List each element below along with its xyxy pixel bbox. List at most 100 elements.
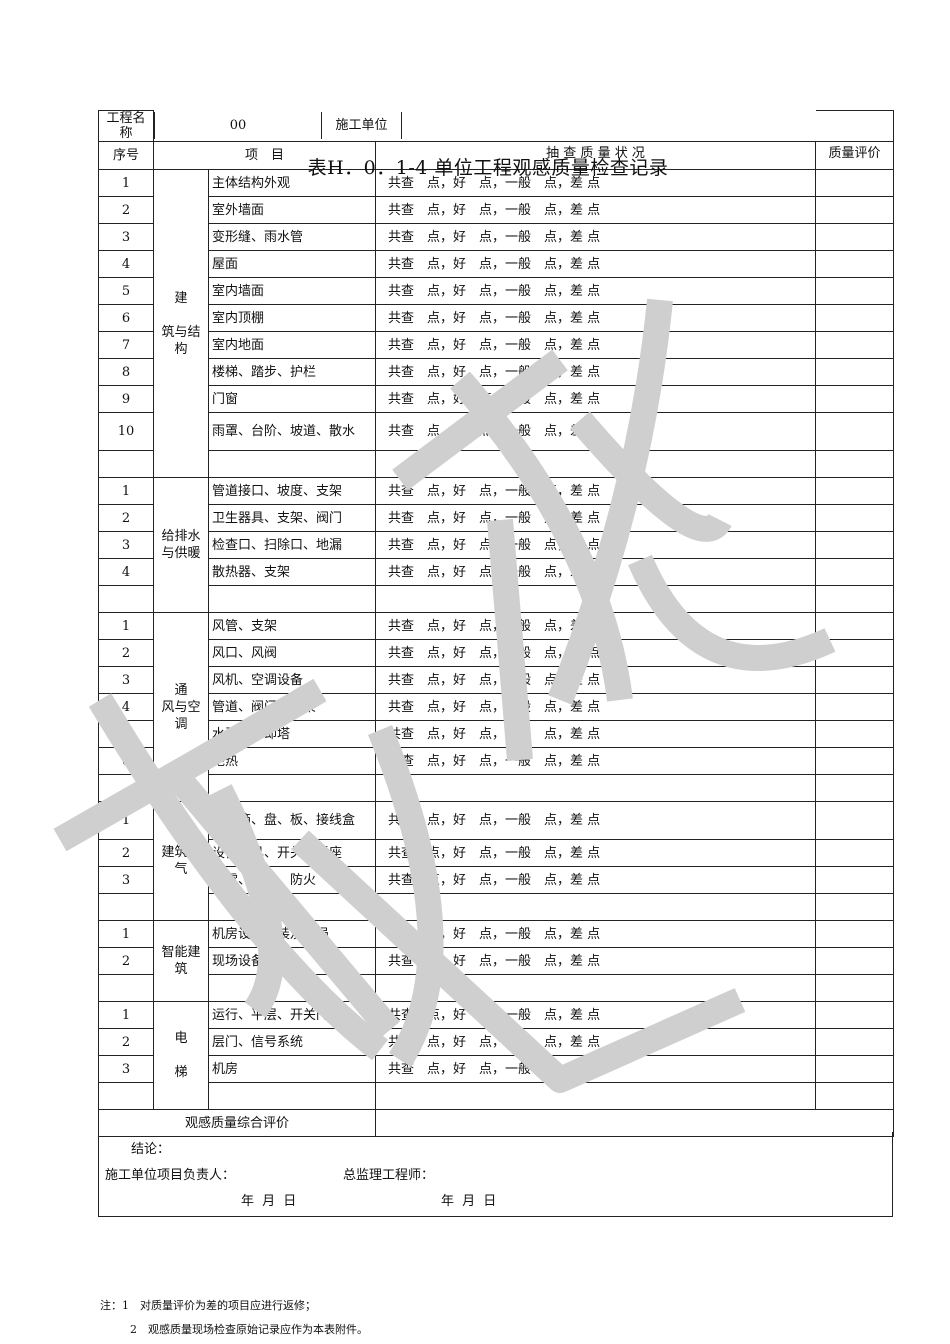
check-status: 共查 点，好 点，一般 点，差 点 <box>374 1055 817 1083</box>
quality-eval <box>815 531 895 559</box>
row-no: 5 <box>98 720 154 748</box>
date-supervisor: 年 月 日 <box>441 1194 497 1209</box>
table-row: 3 机房 共查 点，好 点，一般 点，差 点 <box>98 1055 895 1083</box>
item-name: 运行、平层、开关门 <box>208 1001 376 1029</box>
check-status: 共查 点，好 点，一般 点，差 点 <box>374 720 817 748</box>
quality-eval <box>815 477 895 505</box>
quality-eval <box>815 839 895 867</box>
col-no: 序号 <box>98 141 154 170</box>
contractor-value <box>401 112 816 140</box>
check-status: 共查 点，好 点，一般 点，差 点 <box>374 558 817 586</box>
item-name: 散热器、支架 <box>208 558 376 586</box>
row-no: 4 <box>98 693 154 721</box>
check-status: 共查 点，好 点，一般 点，差 点 <box>374 531 817 559</box>
item-name: 配电箱、盘、板、接线盒 <box>208 801 376 840</box>
quality-eval <box>815 304 895 332</box>
item-name: 楼梯、踏步、护栏 <box>208 358 376 386</box>
col-eval: 质量评价 <box>815 141 895 170</box>
item-name: 室内地面 <box>208 331 376 359</box>
check-status: 共查 点，好 点，一般 点，差 点 <box>374 304 817 332</box>
check-status: 共查 点，好 点，一般 点，差 点 <box>374 250 817 278</box>
check-status: 共查 点，好 点，一般 点，差 点 <box>374 331 817 359</box>
row-no: 4 <box>98 250 154 278</box>
quality-eval <box>815 1028 895 1056</box>
item-name: 层门、信号系统 <box>208 1028 376 1056</box>
check-status: 共查 点，好 点，一般 点，差 点 <box>374 358 817 386</box>
row-no: 7 <box>98 331 154 359</box>
row-no: 2 <box>98 947 154 975</box>
item-name: 室内墙面 <box>208 277 376 305</box>
item-name: 室内顶棚 <box>208 304 376 332</box>
row-no: 5 <box>98 277 154 305</box>
quality-eval <box>815 747 895 775</box>
page-title: 表H．0．1-4 单位工程观感质量检查记录 <box>307 157 669 179</box>
check-status: 共查 点，好 点，一般 点，差 点 <box>374 947 817 975</box>
row-no: 3 <box>98 1055 154 1083</box>
conclusion-box: 结论： 施工单位项目负责人： 总监理工程师： 年 月 日 年 月 日 <box>98 1132 893 1217</box>
row-no: 2 <box>98 839 154 867</box>
category-label: 建筑电气 <box>153 801 209 921</box>
check-status: 共查 点，好 点，一般 点，差 点 <box>374 385 817 413</box>
row-no: 1 <box>98 1001 154 1029</box>
row-no: 1 <box>98 920 154 948</box>
blank-row <box>98 774 895 802</box>
row-no: 2 <box>98 196 154 224</box>
project-name-label: 工程名称 <box>98 110 154 142</box>
table-row: 2 卫生器具、支架、阀门 共查 点，好 点，一般 点，差 点 <box>98 504 895 532</box>
item-name: 机房设备安装及布局 <box>208 920 376 948</box>
contractor-label: 施工单位 <box>321 112 401 140</box>
row-no: 3 <box>98 223 154 251</box>
item-name: 风管、支架 <box>208 612 376 640</box>
row-no: 8 <box>98 358 154 386</box>
item-name: 检查口、扫除口、地漏 <box>208 531 376 559</box>
blank-row <box>98 585 895 613</box>
quality-eval <box>815 947 895 975</box>
note-2: 2 观感质量现场检查原始记录应作为本表附件。 <box>130 1323 368 1336</box>
table-row: 3 防雷、接地、防火 共查 点，好 点，一般 点，差 点 <box>98 866 895 894</box>
row-no: 6 <box>98 747 154 775</box>
item-name: 水泵、冷却塔 <box>208 720 376 748</box>
row-no: 2 <box>98 1028 154 1056</box>
check-status: 共查 点，好 点，一般 点，差 点 <box>374 612 817 640</box>
table-row: 1 建筑电气 配电箱、盘、板、接线盒 共查 点，好 点，一般 点，差 点 <box>98 801 895 921</box>
row-no: 3 <box>98 666 154 694</box>
chief-supervisor-label: 总监理工程师： <box>343 1168 435 1183</box>
table-row: 9 门窗 共查 点，好 点，一般 点，差 点 <box>98 385 895 413</box>
check-status: 共查 点，好 点，一般 点，差 点 <box>374 223 817 251</box>
item-name: 绝热 <box>208 747 376 775</box>
quality-eval <box>815 504 895 532</box>
table-row: 6 室内顶棚 共查 点，好 点，一般 点，差 点 <box>98 304 895 332</box>
table-row: 3 变形缝、雨水管 共查 点，好 点，一般 点，差 点 <box>98 223 895 251</box>
table-row: 3 检查口、扫除口、地漏 共查 点，好 点，一般 点，差 点 <box>98 531 895 559</box>
quality-eval <box>815 385 895 413</box>
check-status: 共查 点，好 点，一般 点，差 点 <box>374 666 817 694</box>
check-status: 共查 点，好 点，一般 点，差 点 <box>374 412 817 451</box>
quality-eval <box>815 358 895 386</box>
check-status: 共查 点，好 点，一般 点，差 点 <box>374 747 817 775</box>
item-name: 现场设备安装 <box>208 947 376 975</box>
item-name: 卫生器具、支架、阀门 <box>208 504 376 532</box>
col-item: 项 目 <box>153 141 376 170</box>
check-status: 共查 点，好 点，一般 点，差 点 <box>374 477 817 505</box>
quality-eval <box>815 1001 895 1029</box>
row-no: 1 <box>98 477 154 505</box>
item-name: 设备器具、开关、插座 <box>208 839 376 867</box>
quality-eval <box>815 223 895 251</box>
table-row: 5 室内墙面 共查 点，好 点，一般 点，差 点 <box>98 277 895 305</box>
blank-row <box>98 450 895 478</box>
quality-eval <box>815 558 895 586</box>
quality-eval <box>815 920 895 948</box>
item-name: 机房 <box>208 1055 376 1083</box>
quality-eval <box>815 866 895 894</box>
category-label: 通 风与空调 <box>153 612 209 802</box>
row-no: 2 <box>98 504 154 532</box>
check-status: 共查 点，好 点，一般 点，差 点 <box>374 196 817 224</box>
check-status: 共查 点，好 点，一般 点，差 点 <box>374 639 817 667</box>
check-status: 共查 点，好 点，一般 点，差 点 <box>374 866 817 894</box>
quality-eval <box>815 331 895 359</box>
table-row: 1 智能建筑 机房设备安装及布局 共查 点，好 点，一般 点，差 点 <box>98 920 895 1002</box>
item-name: 门窗 <box>208 385 376 413</box>
row-no: 3 <box>98 866 154 894</box>
